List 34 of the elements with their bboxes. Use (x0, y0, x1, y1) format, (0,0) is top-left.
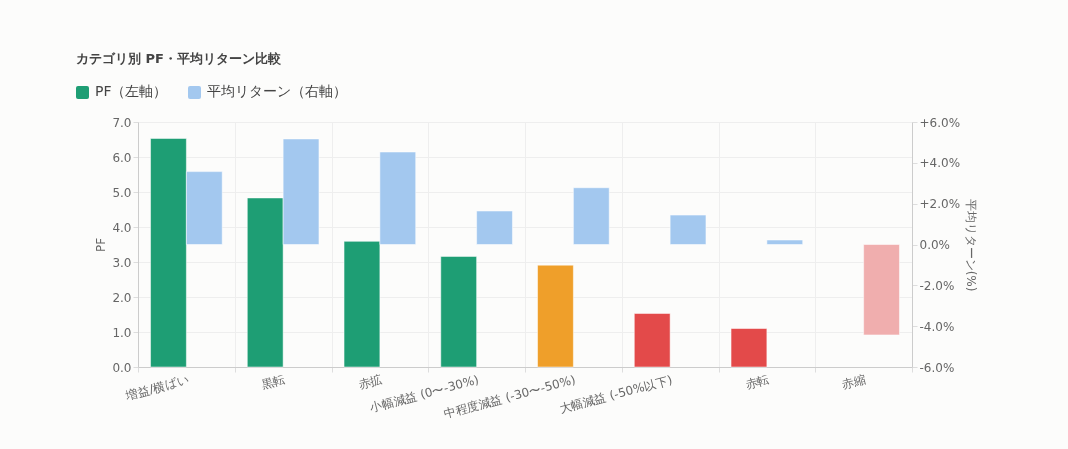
x-tick-label: 赤拡 (356, 372, 384, 393)
bar (669, 214, 707, 245)
bar (766, 239, 804, 245)
x-tick-label: 赤転 (743, 372, 771, 393)
y-axis-title: PF (94, 237, 109, 253)
chart-title: カテゴリ別 PF・平均リターン比較 (76, 50, 281, 68)
y2-tick-label: 0.0% (919, 238, 950, 252)
y-tick-label: 6.0 (112, 150, 132, 165)
legend-label: 平均リターン（右軸） (206, 83, 347, 101)
y-tick-label: 0.0 (112, 360, 132, 375)
y2-tick-label: +4.0% (919, 156, 961, 171)
y-tick-label: 5.0 (112, 185, 132, 200)
y-tick-label: 3.0 (112, 255, 132, 270)
y2-axis-title: 平均リターン(%) (964, 198, 979, 292)
x-tick-label: 黒転 (259, 372, 287, 393)
bar (476, 210, 513, 245)
bar (730, 328, 768, 368)
y-tick-label: 4.0 (112, 220, 132, 235)
y2-tick-label: -6.0% (919, 360, 955, 375)
y2-tick-label: +2.0% (919, 197, 961, 212)
bar (572, 187, 610, 245)
bar (537, 264, 574, 368)
bar (863, 244, 900, 336)
x-tick-label: 赤縮 (840, 372, 868, 393)
y-tick-label: 7.0 (112, 115, 132, 130)
x-tick-label: 増益/横ばい (123, 372, 190, 403)
bar (440, 255, 478, 368)
y-tick-label: 1.0 (112, 325, 132, 340)
y2-tick-label: -2.0% (919, 278, 955, 293)
y-tick-label: 2.0 (112, 290, 132, 305)
y2-tick-label: -4.0% (919, 319, 955, 334)
y2-tick-label: +6.0% (919, 115, 961, 130)
legend-label: PF（左軸） (95, 83, 168, 101)
bar (633, 312, 671, 368)
